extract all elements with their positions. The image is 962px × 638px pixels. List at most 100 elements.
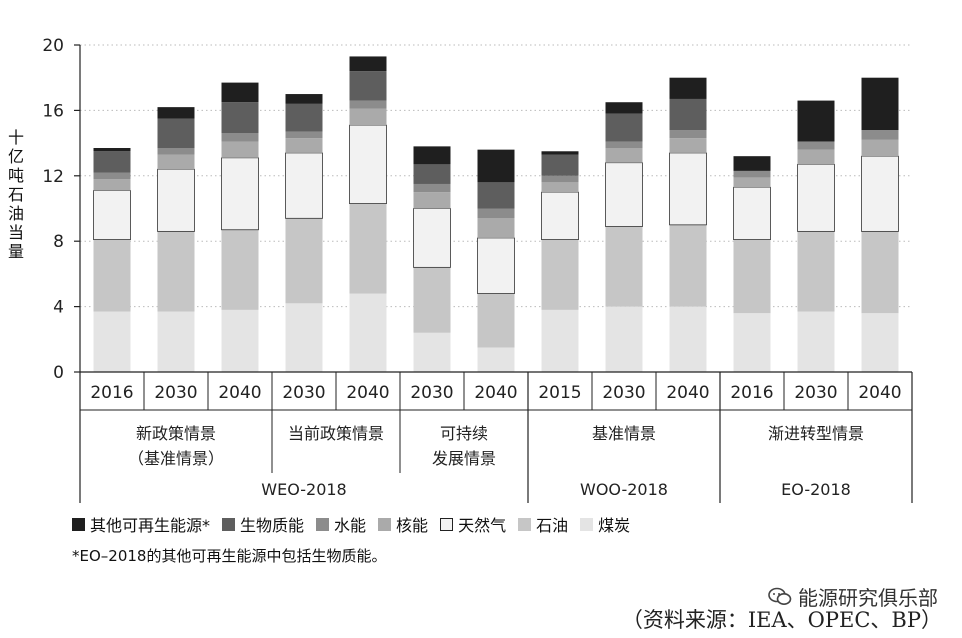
bar-segment [733,313,771,372]
bar-segment [541,239,579,310]
bar-segment [93,151,131,173]
bar-segment [477,208,515,219]
legend-item: 煤炭 [580,512,630,536]
y-tick-label: 12 [42,167,64,187]
source-label: WOO-2018 [580,480,668,499]
x-tick-label: 2040 [346,383,389,403]
bar-segment [669,98,707,131]
legend-swatch [518,517,532,531]
scenario-label: （基准情景） [128,449,224,468]
bar-segment [221,133,259,142]
bar-segment [605,162,643,227]
bar-segment [541,182,579,193]
bar-segment [413,164,451,184]
bar-segment [541,151,579,155]
bar-segment [413,208,451,268]
bar-segment [413,146,451,165]
bar-segment [157,168,195,232]
bar-segment [285,131,323,139]
bar-segment [349,56,387,72]
bar-segment [797,231,835,312]
legend-item: 石油 [518,512,568,536]
wechat-icon [768,587,792,605]
bar-segment [733,239,771,314]
y-tick-label: 0 [53,363,64,383]
bar-segment [413,267,451,333]
scenario-label: 新政策情景 [136,424,216,443]
bar-segment [349,203,387,294]
legend-label: 水能 [334,516,367,535]
bar-segment [221,82,259,103]
watermark: 能源研究俱乐部 [768,582,938,611]
footnote: *EO–2018的其他可再生能源中包括生物质能。 [72,547,387,565]
bar-segment [605,306,643,372]
scenario-label: 可持续 [440,424,488,443]
scenario-label: 当前政策情景 [288,424,384,443]
bar-segment [157,118,195,149]
y-tick-label: 4 [53,298,64,318]
x-tick-label: 2030 [154,383,197,403]
x-tick-label: 2016 [90,383,133,403]
bar-segment [733,170,771,178]
x-tick-label: 2015 [538,383,581,403]
bar-segment [669,224,707,307]
bar-segment [797,141,835,150]
watermark-text: 能源研究俱乐部 [798,586,938,610]
bar-segment [157,154,195,170]
legend-item: 生物质能 [222,512,304,536]
bar-segment [477,218,515,238]
bar-segment [861,139,899,157]
bar-segment [93,172,131,180]
bar-segment [541,191,579,240]
bar-segment [413,332,451,372]
y-tick-label: 16 [42,101,64,121]
bar-segment [349,124,387,204]
legend-item: 天然气 [440,512,506,536]
bar-segment [285,218,323,304]
source-label: EO-2018 [781,480,851,499]
legend-label: 其他可再生能源* [90,516,211,535]
bar-segment [285,152,323,219]
bar-segment [157,107,195,119]
legend-item: 水能 [316,512,366,536]
legend-swatch [378,517,392,531]
y-axis-label: 十亿吨石油当量 [7,128,24,261]
legend-label: 天然气 [458,516,507,535]
bar-segment [861,313,899,372]
bar-segment [669,138,707,153]
bar-segment [93,311,131,372]
bar-segment [669,152,707,226]
bar-segment [157,311,195,372]
source-note: （资料来源：IEA、OPEC、BP） [621,608,942,632]
bar-segment [221,141,259,158]
x-tick-label: 2040 [858,383,901,403]
bar-segment [221,309,259,372]
bar-segment [285,103,323,132]
y-tick-label: 20 [42,36,64,56]
bar-segment [477,149,515,183]
bar-segment [477,237,515,294]
legend-swatch [316,517,330,531]
legend-item: 核能 [378,512,428,536]
bar-segment [797,149,835,165]
x-tick-label: 2016 [730,383,773,403]
bar-segment [541,309,579,372]
bar-segment [605,148,643,163]
scenario-label: 发展情景 [432,449,496,468]
legend-label: 生物质能 [240,516,305,535]
bar-segment [605,226,643,307]
x-tick-label: 2030 [282,383,325,403]
bar-segment [93,190,131,240]
x-tick-label: 2040 [218,383,261,403]
bar-segment [477,182,515,209]
legend-label: 核能 [396,516,429,535]
scenario-label: 渐进转型情景 [768,424,864,443]
legend: 其他可再生能源* 生物质能 水能 核能 天然气 石油 煤炭 [72,512,642,536]
x-tick-label: 2040 [666,383,709,403]
bar-segment [797,163,835,232]
bar-segment [285,94,323,104]
legend-item: 其他可再生能源* [72,512,210,536]
bar-segment [861,155,899,232]
bar-segment [605,102,643,114]
bar-segment [349,71,387,101]
